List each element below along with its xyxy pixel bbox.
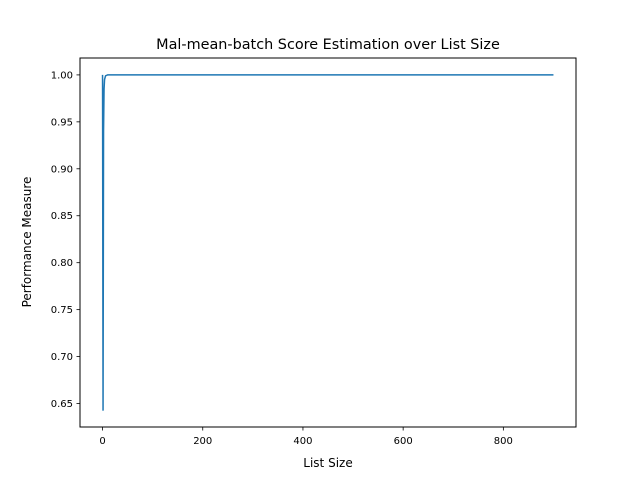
y-tick-label: 0.80 <box>51 258 73 269</box>
y-tick-label: 0.75 <box>51 305 73 316</box>
y-tick-label: 0.65 <box>51 399 73 410</box>
x-tick-label: 600 <box>394 436 413 447</box>
y-tick-label: 0.95 <box>51 117 73 128</box>
y-tick-label: 0.85 <box>51 211 73 222</box>
series-line <box>101 74 554 411</box>
plot-area <box>79 57 577 428</box>
x-tick-label: 800 <box>494 436 513 447</box>
x-axis-ticks: 0 200 400 600 800 <box>99 427 513 447</box>
y-tick-label: 0.90 <box>51 164 73 175</box>
series-layer <box>101 74 554 411</box>
x-tick-label: 200 <box>193 436 212 447</box>
y-tick-label: 0.70 <box>51 352 73 363</box>
axes-frame <box>79 57 577 428</box>
y-axis-ticks: 0.65 0.70 0.75 0.80 0.85 0.90 0.95 1.00 <box>51 70 80 410</box>
x-tick-label: 400 <box>293 436 312 447</box>
x-tick-label: 0 <box>99 436 105 447</box>
y-tick-label: 1.00 <box>51 70 73 81</box>
chart-title: Mal-mean-batch Score Estimation over Lis… <box>156 37 500 53</box>
x-axis-label: List Size <box>303 456 352 470</box>
y-axis-label: Performance Measure <box>20 177 34 308</box>
